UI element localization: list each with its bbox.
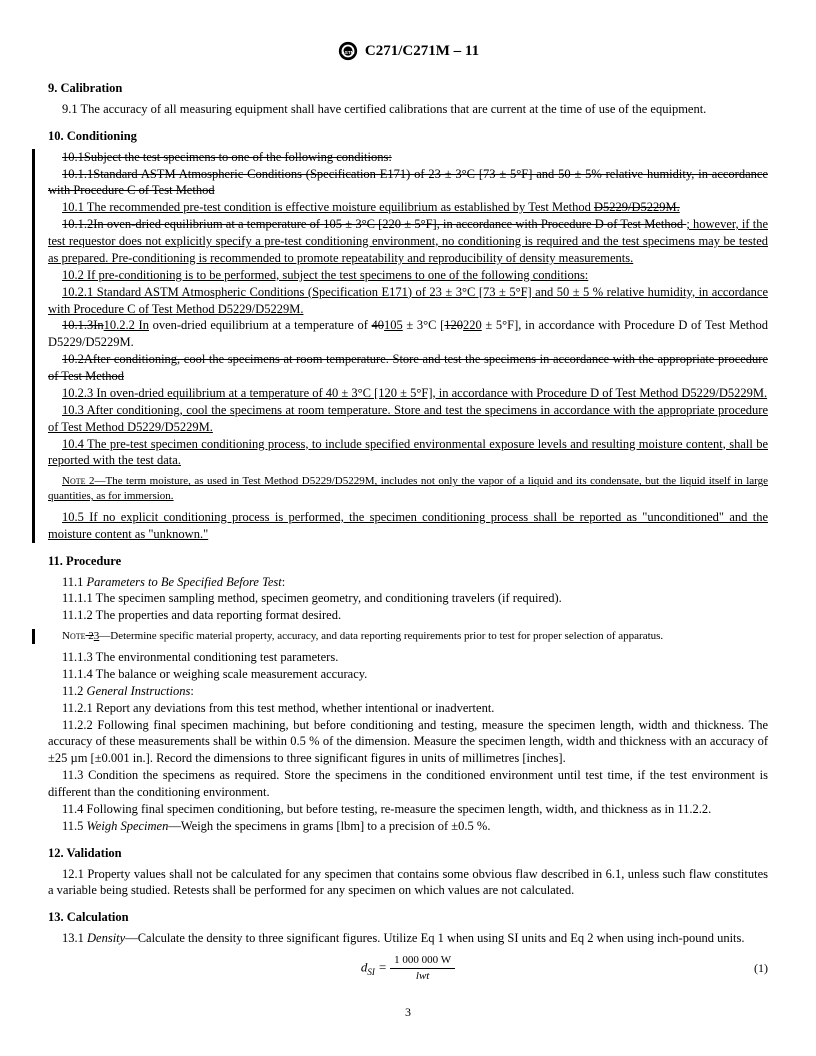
mixed-10-2-2: 10.1.3In10.2.2 In oven-dried equilibrium… (48, 317, 768, 351)
para-9-1: 9.1 The accuracy of all measuring equipm… (48, 101, 768, 118)
para-11-3: 11.3 Condition the specimens as required… (48, 767, 768, 801)
added-10-2-1: 10.2.1 Standard ASTM Atmospheric Conditi… (48, 284, 768, 318)
change-block-2: Note 23—Determine specific material prop… (32, 629, 768, 644)
designation: C271/C271M – 11 (365, 41, 479, 61)
section-12-title: 12. Validation (48, 845, 768, 862)
svg-text:ASTM: ASTM (341, 50, 354, 55)
equation-1: dSI = 1 000 000 Wlwt (1) (48, 953, 768, 984)
para-12-1: 12.1 Property values shall not be calcul… (48, 866, 768, 900)
mixed-10-1-2: 10.1.2In oven-dried equilibrium at a tem… (48, 216, 768, 267)
para-11-2-2: 11.2.2 Following final specimen machinin… (48, 717, 768, 768)
added-10-4: 10.4 The pre-test specimen conditioning … (48, 436, 768, 470)
deleted-10-2: 10.2After conditioning, cool the specime… (48, 351, 768, 385)
equation-number: (1) (754, 960, 768, 976)
section-10-title: 10. Conditioning (48, 128, 768, 145)
note-2: Note 2—The term moisture, as used in Tes… (48, 474, 768, 504)
page-header: ASTM C271/C271M – 11 (48, 40, 768, 62)
astm-logo-icon: ASTM (337, 40, 359, 62)
para-11-1: 11.1 Parameters to Be Specified Before T… (48, 574, 768, 591)
para-13-1: 13.1 Density—Calculate the density to th… (48, 930, 768, 947)
para-11-5: 11.5 Weigh Specimen—Weigh the specimens … (48, 818, 768, 835)
para-11-4: 11.4 Following final specimen conditioni… (48, 801, 768, 818)
added-10-1: 10.1 The recommended pre-test condition … (48, 199, 768, 216)
equation-body: dSI = 1 000 000 Wlwt (361, 953, 455, 984)
para-11-2-1: 11.2.1 Report any deviations from this t… (48, 700, 768, 717)
added-10-2-3: 10.2.3 In oven-dried equilibrium at a te… (48, 385, 768, 402)
section-13-title: 13. Calculation (48, 909, 768, 926)
para-11-1-3: 11.1.3 The environmental conditioning te… (48, 649, 768, 666)
section-9-title: 9. Calibration (48, 80, 768, 97)
change-block-1: 10.1Subject the test specimens to one of… (32, 149, 768, 543)
page-number: 3 (48, 1004, 768, 1020)
para-11-1-2: 11.1.2 The properties and data reporting… (48, 607, 768, 624)
para-11-1-1: 11.1.1 The specimen sampling method, spe… (48, 590, 768, 607)
para-11-1-4: 11.1.4 The balance or weighing scale mea… (48, 666, 768, 683)
deleted-10-1-1: 10.1.1Standard ASTM Atmospheric Conditio… (48, 166, 768, 200)
added-10-5: 10.5 If no explicit conditioning process… (48, 509, 768, 543)
added-10-3: 10.3 After conditioning, cool the specim… (48, 402, 768, 436)
note-3: Note 23—Determine specific material prop… (48, 629, 768, 644)
para-11-2: 11.2 General Instructions: (48, 683, 768, 700)
added-10-2: 10.2 If pre-conditioning is to be perfor… (48, 267, 768, 284)
section-11-title: 11. Procedure (48, 553, 768, 570)
deleted-10-1: 10.1Subject the test specimens to one of… (48, 149, 768, 166)
